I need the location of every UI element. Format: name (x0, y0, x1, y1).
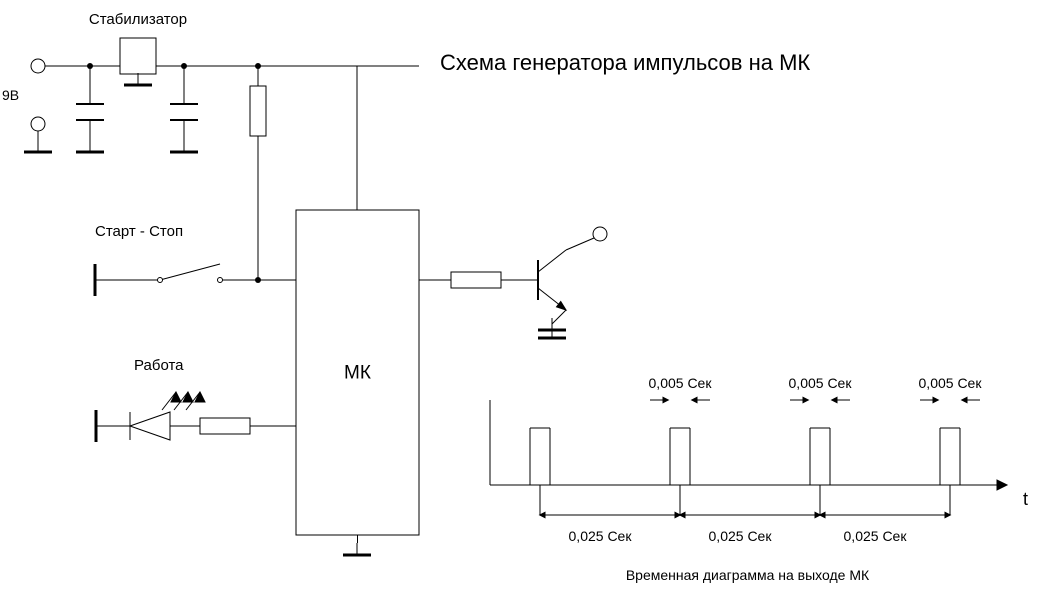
work-label: Работа (134, 357, 184, 374)
vin-top-terminal (31, 59, 45, 73)
period-label: 0,025 Сек (569, 528, 633, 544)
timing-caption: Временная диаграмма на выходе МК (626, 567, 870, 583)
vin-label: 9В (2, 87, 19, 103)
resistor-top (250, 86, 266, 136)
pulse-width-label: 0,005 Сек (919, 375, 983, 391)
collector-terminal (593, 227, 607, 241)
pulse-width-label: 0,005 Сек (789, 375, 853, 391)
period-label: 0,025 Сек (709, 528, 773, 544)
period-label: 0,025 Сек (844, 528, 908, 544)
start-stop-label: Старт - Стоп (95, 223, 183, 240)
regulator-block (120, 38, 156, 74)
schematic-diagram: Схема генератора импульсов на МК Стабилиз… (0, 0, 1059, 607)
vin-bot-terminal (31, 117, 45, 131)
diagram-title: Схема генератора импульсов на МК (440, 50, 810, 75)
mk-label: МК (344, 363, 371, 384)
axis-t-label: t (1023, 489, 1028, 509)
pulse-width-label: 0,005 Сек (649, 375, 713, 391)
resistor-out (451, 272, 501, 288)
resistor-led (200, 418, 250, 434)
regulator-label: Стабилизатор (89, 11, 187, 28)
